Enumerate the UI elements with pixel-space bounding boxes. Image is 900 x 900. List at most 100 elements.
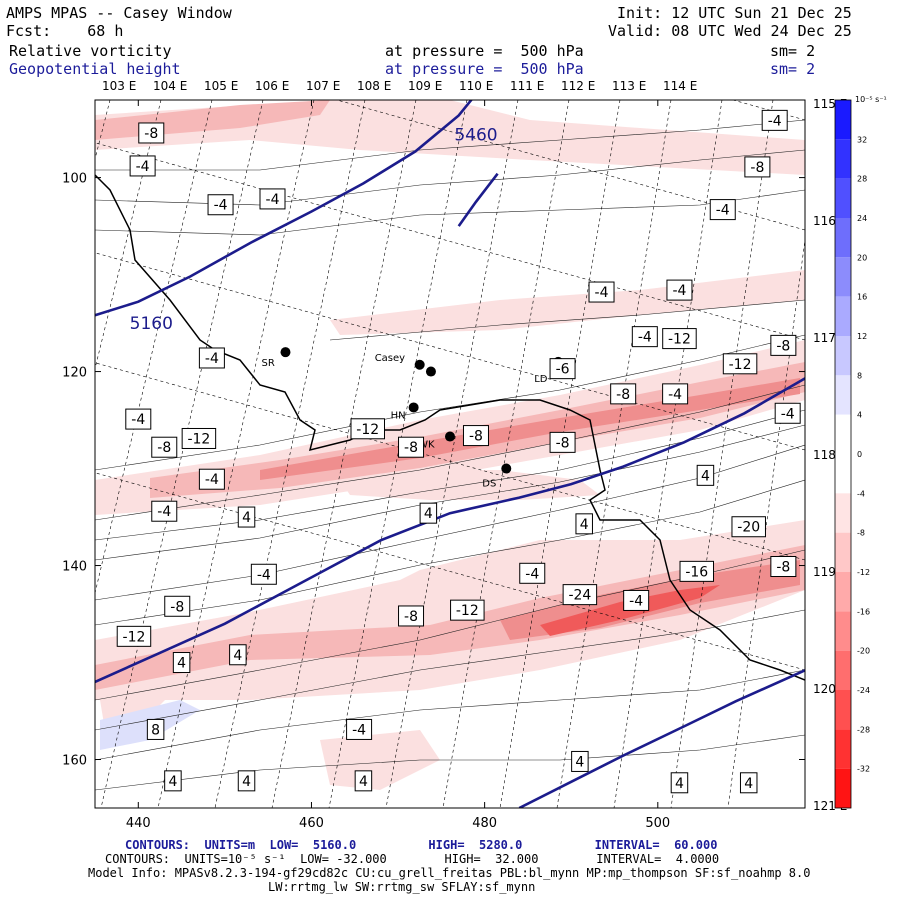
lon-right-bg-1	[808, 214, 838, 229]
vorticity-label-box-46	[571, 750, 589, 772]
colorbar-segment-4	[835, 257, 851, 297]
vorticity-label-box-30	[575, 513, 593, 535]
vorticity-label-box-18	[125, 408, 152, 430]
vorticity-label-text-10: -12	[729, 357, 752, 373]
vorticity-label-text-16: -4	[668, 387, 682, 403]
vorticity-label-box-21	[151, 436, 178, 458]
vorticity-contour-6	[95, 609, 805, 731]
height-contour-1	[457, 172, 499, 227]
lon-right-bg-2	[808, 331, 838, 346]
vorticity-contour-12	[329, 299, 805, 341]
vorticity-label-11: -12	[662, 328, 697, 350]
vorticity-label-box-47	[164, 770, 182, 792]
plot-frame	[94, 99, 806, 809]
height-label-5460: 5460	[454, 126, 497, 146]
lon-top-label-8: 111 E	[510, 79, 544, 93]
vorticity-labels: -8 -4 -4 -4 -4 -8 -4 -4 -4 -8 -12 -12 -4 -4 -6 -8 -4 -4 -4…	[116, 109, 801, 794]
vorticity-label-text-3: -4	[266, 192, 280, 208]
vorticity-label-text-43: 4	[233, 648, 242, 664]
vorticity-label-6: -4	[709, 199, 736, 221]
vorticity-label-text-46: 4	[575, 754, 584, 770]
colorbar-tick-label-7: 4	[857, 411, 862, 420]
vorticity-label-text-14: -6	[556, 362, 570, 378]
lon-top-label-9: 112 E	[561, 79, 595, 93]
vorticity-label-box-17	[774, 402, 801, 424]
colorbar-tick-label-10: -8	[857, 529, 865, 538]
vorticity-label-text-0: -8	[144, 126, 158, 142]
vorticity-label-text-1: -4	[136, 159, 150, 175]
vorticity-label-25: -4	[198, 468, 225, 490]
vorticity-label-box-5	[744, 156, 771, 178]
station-label-1: Casey	[375, 353, 405, 364]
vorticity-label-43: 4	[229, 644, 247, 666]
vorticity-label-box-13	[198, 347, 225, 369]
vorticity-label-text-19: -12	[356, 422, 379, 438]
vorticity-label-23: -8	[549, 431, 576, 453]
vorticity-label-text-25: -4	[205, 472, 219, 488]
vorticity-label-text-29: 4	[424, 506, 433, 522]
vorticity-label-38: -8	[164, 595, 191, 617]
vorticity-label-box-12	[631, 326, 658, 348]
vorticity-label-16: -4	[662, 383, 689, 405]
colorbar-segment-0	[835, 100, 851, 140]
colorbar-tick-label-11: -12	[857, 568, 870, 577]
longitude-line-0	[95, 100, 111, 161]
vorticity-label-27: -4	[151, 500, 178, 522]
vorticity-contour-11	[95, 189, 805, 236]
vorticity-label-28: 4	[237, 506, 256, 528]
vorticity-label-text-18: -4	[131, 412, 145, 428]
longitude-line-7	[328, 100, 468, 808]
vorticity-label-22: -8	[462, 425, 489, 447]
longitude-line-5	[214, 100, 366, 808]
colorbar-segment-6	[835, 336, 851, 376]
vorticity-contour-info: CONTOURS: UNITS=10⁻⁵ s⁻¹ LOW= -32.000 HI…	[105, 852, 720, 866]
colorbar-frame	[834, 99, 852, 809]
vorticity-label-1: -4	[129, 155, 156, 177]
height-contour-3	[518, 669, 805, 808]
vorticity-label-text-45: -4	[352, 722, 366, 738]
colorbar-tick-label-4: 16	[857, 293, 867, 302]
vorticity-label-text-5: -8	[750, 160, 764, 176]
vorticity-label-49: 4	[354, 770, 373, 792]
vorticity-label-0: -8	[138, 122, 165, 144]
vorticity-label-box-48	[237, 770, 256, 792]
vorticity-label-box-9	[770, 334, 797, 356]
vorticity-label-box-25	[198, 468, 225, 490]
longitude-line-4	[157, 100, 315, 808]
vorticity-label-box-43	[229, 644, 247, 666]
colorbar-segment-3	[835, 218, 851, 258]
colorbar-segment-7	[835, 375, 851, 415]
vorticity-label-box-24	[398, 436, 425, 458]
latitude-line-4	[95, 362, 805, 561]
vorticity-label-box-40	[398, 605, 425, 627]
vorticity-label-5: -8	[744, 156, 771, 178]
vorticity-label-text-17: -4	[781, 406, 795, 422]
model-info-physics: LW:rrtmg_lw SW:rrtmg_sw SFLAY:sf_mynn	[268, 880, 536, 894]
vorticity-label-14: -6	[549, 358, 576, 380]
vorticity-label-text-20: -12	[187, 431, 210, 447]
latitude-line-5	[95, 472, 805, 671]
vorticity-label-31: -20	[731, 516, 766, 538]
vorticity-label-20: -12	[181, 427, 217, 449]
vorticity-label-box-3	[259, 188, 286, 210]
colorbar-tick-label-1: 28	[857, 175, 867, 184]
vorticity-label-box-50	[670, 772, 689, 794]
vorticity-label-13: -4	[198, 347, 225, 369]
vorticity-label-44: 8	[146, 718, 165, 740]
colorbar-segment-5	[835, 296, 851, 336]
field2-name: Geopotential height	[9, 60, 181, 78]
longitude-line-2	[95, 100, 213, 595]
vorticity-label-50: 4	[670, 772, 689, 794]
vorticity-label-15: -8	[610, 383, 637, 405]
lon-top-label-7: 110 E	[459, 79, 493, 93]
vorticity-label-text-34: -16	[685, 564, 708, 580]
vorticity-label-19: -12	[350, 418, 385, 440]
vorticity-label-10: -12	[722, 353, 758, 375]
vorticity-label-box-37	[623, 589, 650, 611]
vorticity-label-box-44	[146, 718, 165, 740]
vorticity-band-2	[260, 378, 800, 480]
vorticity-band-9	[330, 270, 805, 335]
vorticity-label-box-14	[549, 358, 576, 380]
vorticity-label-text-9: -8	[776, 338, 790, 354]
